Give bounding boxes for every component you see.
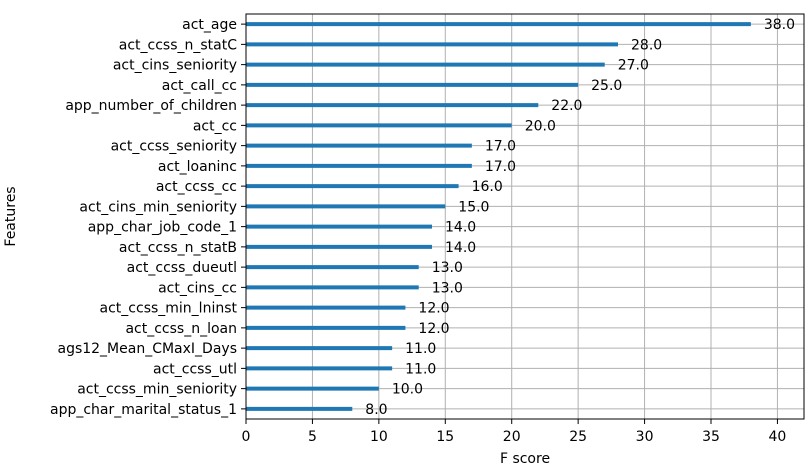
x-axis-title: F score <box>500 451 550 467</box>
bar <box>246 22 751 27</box>
bar <box>246 82 579 87</box>
y-tick-label: act_cins_cc <box>158 280 237 296</box>
bar-value-label: 38.0 <box>764 17 795 33</box>
grid-layer <box>245 14 804 419</box>
y-tick-label: act_cins_seniority <box>113 58 237 74</box>
bar-value-label: 17.0 <box>485 159 516 175</box>
x-tick-label: 25 <box>569 429 587 445</box>
bar-value-label: 28.0 <box>631 37 662 53</box>
bar <box>246 346 393 351</box>
bar-value-label: 11.0 <box>405 361 436 377</box>
y-tick-label: act_ccss_n_statB <box>119 240 237 256</box>
y-tick-label: act_ccss_utl <box>153 361 237 377</box>
y-tick-label: act_ccss_min_seniority <box>77 382 237 398</box>
y-tick-label: act_loaninc <box>158 159 237 175</box>
y-tick-label: act_ccss_n_loan <box>125 321 237 337</box>
bar <box>246 143 472 148</box>
bar <box>246 305 406 310</box>
y-tick-label: app_char_job_code_1 <box>88 220 237 236</box>
bar <box>246 224 432 229</box>
bar-value-label: 22.0 <box>551 98 582 114</box>
bar-value-label: 14.0 <box>445 240 476 256</box>
bar <box>246 103 539 108</box>
bar-value-label: 10.0 <box>392 382 423 398</box>
x-tick-label: 15 <box>436 429 454 445</box>
y-tick-label: act_cc <box>193 118 237 134</box>
x-tick-label: 10 <box>370 429 388 445</box>
bar <box>246 163 472 168</box>
bar <box>246 123 512 128</box>
bar-value-label: 15.0 <box>458 199 489 215</box>
bar <box>246 184 459 189</box>
y-tick-label: act_ccss_cc <box>156 179 237 195</box>
y-axis-title: Features <box>3 186 19 246</box>
bar-value-label: 25.0 <box>591 78 622 94</box>
bar-value-label: 20.0 <box>525 118 556 134</box>
bar <box>246 244 432 249</box>
data-labels: 38.0 28.0 27.0 25.0 22.0 20.0 17.0 17.0 16.0 15.0… <box>365 17 795 418</box>
bar-value-label: 14.0 <box>445 220 476 236</box>
bars-layer <box>246 22 751 411</box>
y-tick-label: act_ccss_dueutl <box>127 260 237 276</box>
bar-value-label: 11.0 <box>405 341 436 357</box>
bar <box>246 386 379 391</box>
bar <box>246 325 406 330</box>
bar <box>246 285 419 290</box>
x-tick-label: 5 <box>308 429 317 445</box>
bar-value-label: 13.0 <box>432 280 463 296</box>
y-tick-label: act_ccss_n_statC <box>119 37 237 53</box>
bar-value-label: 27.0 <box>618 58 649 74</box>
bar <box>246 62 605 67</box>
bar-value-label: 17.0 <box>485 139 516 155</box>
bar <box>246 366 393 371</box>
y-tick-label: app_number_of_children <box>65 98 237 114</box>
x-tick-label: 35 <box>702 429 720 445</box>
x-tick-label: 40 <box>769 429 787 445</box>
x-tick-label: 0 <box>242 429 251 445</box>
y-ticks: act_age act_ccss_n_statC act_cins_seniorit… <box>50 17 246 418</box>
y-tick-label: act_call_cc <box>162 78 237 94</box>
bar-value-label: 12.0 <box>418 321 449 337</box>
bar-value-label: 16.0 <box>472 179 503 195</box>
y-tick-label: act_cins_min_seniority <box>79 199 237 215</box>
y-tick-label: act_ccss_min_lninst <box>100 301 238 317</box>
x-tick-label: 20 <box>503 429 521 445</box>
x-tick-label: 30 <box>636 429 654 445</box>
bar <box>246 265 419 270</box>
bar-value-label: 8.0 <box>365 402 387 418</box>
bar <box>246 42 618 47</box>
bar <box>246 406 353 411</box>
plot-frame <box>245 13 805 420</box>
bar-value-label: 12.0 <box>418 301 449 317</box>
x-ticks: 0 5 10 15 20 25 30 35 40 <box>242 419 787 445</box>
y-tick-label: act_age <box>182 17 237 33</box>
y-tick-label: act_ccss_seniority <box>111 139 237 155</box>
bar <box>246 204 446 209</box>
y-tick-label: app_char_marital_status_1 <box>50 402 237 418</box>
bar-value-label: 13.0 <box>432 260 463 276</box>
y-tick-label: ags12_Mean_CMaxI_Days <box>57 341 237 357</box>
